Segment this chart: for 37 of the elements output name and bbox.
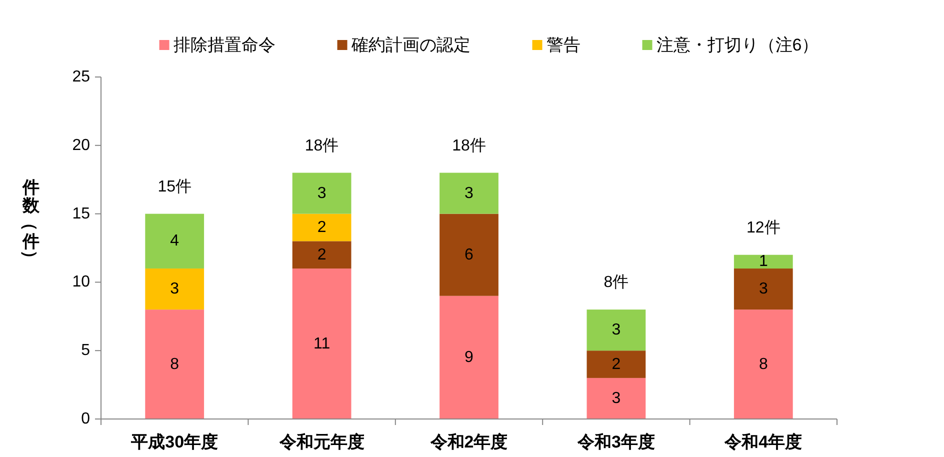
y-tick-label: 25 — [72, 68, 90, 86]
legend-label: 確約計画の認定 — [350, 36, 470, 54]
data-label: 3 — [317, 184, 326, 202]
total-label: 15件 — [158, 178, 192, 196]
total-label: 8件 — [604, 274, 629, 292]
data-label: 3 — [170, 280, 180, 298]
data-label: 8 — [170, 356, 180, 373]
total-label: 18件 — [304, 137, 339, 154]
data-label: 1 — [758, 253, 768, 270]
x-tick-label: 平成30年度 — [130, 432, 218, 452]
total-label: 12件 — [746, 219, 780, 236]
legend-label: 警告 — [546, 36, 580, 54]
data-label: 2 — [612, 356, 621, 373]
data-label: 8 — [758, 356, 768, 373]
data-label: 9 — [464, 348, 474, 366]
x-tick-label: 令和4年度 — [724, 432, 802, 452]
data-label: 3 — [612, 322, 621, 339]
data-label: 2 — [317, 218, 326, 236]
x-tick-label: 令和2年度 — [429, 432, 508, 452]
data-label: 3 — [612, 390, 621, 407]
y-tick-label: 5 — [81, 342, 90, 360]
total-label: 18件 — [452, 137, 486, 154]
data-label: 2 — [317, 246, 326, 264]
data-label: 11 — [313, 335, 330, 352]
x-tick-label: 令和元年度 — [278, 432, 364, 452]
y-tick-label: 10 — [72, 274, 90, 291]
legend-label: 注意・打切り（注6） — [656, 36, 819, 54]
data-label: 4 — [170, 232, 180, 250]
data-label: 3 — [464, 184, 474, 202]
y-tick-label: 15 — [72, 205, 90, 222]
y-tick-label: 0 — [81, 410, 90, 428]
legend-label: 排除措置命令 — [173, 36, 276, 54]
data-label: 3 — [758, 280, 768, 298]
data-label: 6 — [464, 246, 474, 264]
y-axis-title: 件数（件） — [20, 178, 40, 267]
x-tick-label: 令和3年度 — [576, 432, 655, 452]
y-tick-label: 20 — [72, 136, 90, 154]
